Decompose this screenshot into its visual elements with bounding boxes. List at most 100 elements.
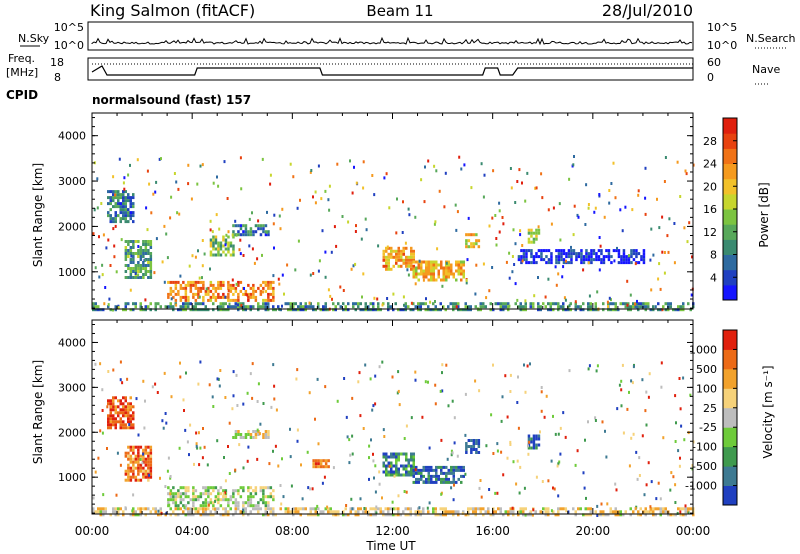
data-cell bbox=[385, 255, 388, 259]
data-cell bbox=[142, 454, 145, 458]
data-cell bbox=[527, 237, 531, 241]
data-cell bbox=[483, 173, 486, 177]
x-tick-label: 12:00 bbox=[375, 524, 410, 538]
data-cell bbox=[114, 193, 117, 197]
data-cell bbox=[614, 196, 617, 200]
data-cell bbox=[214, 238, 218, 242]
data-cell bbox=[117, 507, 120, 511]
data-cell bbox=[442, 465, 445, 469]
data-cell bbox=[112, 205, 115, 209]
data-cell bbox=[112, 199, 115, 203]
colorbar-frame bbox=[722, 329, 738, 506]
data-cell bbox=[262, 492, 265, 496]
data-cell bbox=[469, 305, 472, 309]
data-cell bbox=[139, 267, 143, 270]
data-cell bbox=[267, 280, 270, 284]
data-cell bbox=[107, 414, 110, 418]
data-cell bbox=[636, 477, 639, 481]
data-cell bbox=[550, 258, 553, 262]
data-cell bbox=[294, 507, 297, 511]
data-cell bbox=[284, 507, 287, 511]
data-cell bbox=[129, 457, 133, 461]
data-cell bbox=[502, 305, 505, 309]
data-cell bbox=[189, 289, 193, 293]
data-cell bbox=[382, 470, 385, 474]
data-cell bbox=[400, 258, 403, 262]
data-cell bbox=[533, 294, 536, 298]
data-cell bbox=[144, 513, 147, 517]
data-cell bbox=[129, 267, 133, 270]
data-cell bbox=[369, 308, 372, 312]
data-cell bbox=[177, 513, 180, 517]
data-cell bbox=[527, 231, 531, 235]
data-cell bbox=[227, 283, 230, 287]
data-cell bbox=[598, 193, 601, 196]
data-cell bbox=[674, 394, 677, 398]
data-cell bbox=[319, 459, 323, 463]
data-cell bbox=[442, 471, 445, 475]
data-cell bbox=[517, 375, 519, 379]
data-cell bbox=[672, 513, 675, 517]
data-cell bbox=[129, 475, 133, 479]
data-cell bbox=[137, 445, 140, 449]
data-cell bbox=[640, 255, 643, 259]
data-cell bbox=[223, 160, 226, 164]
data-cell bbox=[254, 492, 258, 496]
data-cell bbox=[267, 292, 270, 296]
data-cell bbox=[540, 249, 543, 253]
data-cell bbox=[237, 280, 240, 284]
data-cell bbox=[474, 513, 477, 517]
data-cell bbox=[244, 510, 247, 514]
data-cell bbox=[361, 295, 363, 299]
data-cell bbox=[445, 261, 448, 265]
data-cell bbox=[238, 443, 241, 447]
data-cell bbox=[194, 302, 197, 306]
data-cell bbox=[384, 507, 387, 511]
data-cell bbox=[400, 452, 403, 456]
data-cell bbox=[178, 212, 181, 216]
data-cell bbox=[124, 202, 127, 206]
data-cell bbox=[272, 274, 275, 278]
data-cell bbox=[482, 507, 485, 511]
data-cell bbox=[497, 507, 500, 511]
data-cell bbox=[184, 495, 188, 499]
data-cell bbox=[239, 156, 242, 160]
data-cell bbox=[559, 426, 562, 430]
data-cell bbox=[557, 432, 560, 436]
data-cell bbox=[194, 510, 197, 514]
data-cell bbox=[217, 283, 220, 287]
data-cell bbox=[484, 305, 487, 309]
data-cell bbox=[92, 302, 95, 306]
data-cell bbox=[407, 464, 410, 468]
data-cell bbox=[532, 446, 536, 450]
data-cell bbox=[157, 513, 160, 517]
data-cell bbox=[632, 249, 636, 253]
data-cell bbox=[564, 298, 567, 302]
data-cell bbox=[139, 445, 143, 449]
data-cell bbox=[212, 238, 215, 242]
data-cell bbox=[251, 362, 254, 366]
data-cell bbox=[179, 283, 183, 287]
data-cell bbox=[167, 498, 170, 502]
data-cell bbox=[539, 305, 542, 309]
data-cell bbox=[390, 267, 393, 271]
data-cell bbox=[535, 234, 538, 238]
data-cell bbox=[464, 433, 467, 437]
date-label: 28/Jul/2010 bbox=[602, 1, 693, 20]
data-cell bbox=[109, 411, 112, 415]
data-cell bbox=[172, 492, 175, 496]
data-cell bbox=[139, 507, 142, 511]
data-cell bbox=[364, 363, 367, 367]
data-cell bbox=[312, 195, 314, 199]
data-cell bbox=[199, 492, 203, 496]
data-cell bbox=[509, 167, 512, 170]
data-cell bbox=[209, 267, 211, 271]
data-cell bbox=[614, 308, 617, 312]
data-cell bbox=[194, 255, 197, 259]
data-cell bbox=[162, 426, 165, 430]
data-cell bbox=[535, 237, 538, 241]
data-cell bbox=[412, 308, 415, 312]
data-cell bbox=[129, 196, 132, 200]
data-cell bbox=[449, 510, 452, 514]
data-cell bbox=[582, 471, 585, 475]
